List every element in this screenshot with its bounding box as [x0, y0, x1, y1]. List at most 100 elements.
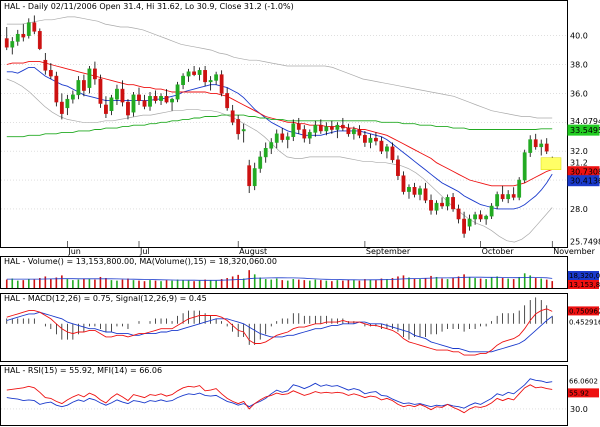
volume-bar — [545, 279, 548, 288]
candle — [126, 99, 130, 120]
rsi-plot: 30.0 — [1, 378, 588, 414]
candle — [456, 204, 461, 224]
volume-bar — [27, 279, 30, 288]
volume-bar — [331, 281, 333, 288]
candle-body — [351, 129, 356, 135]
volume-bar — [209, 280, 212, 288]
candle-body — [528, 139, 533, 153]
candle — [10, 37, 15, 55]
candle-body — [181, 75, 185, 85]
candle-body — [252, 168, 257, 187]
volume-bar — [132, 280, 135, 288]
candle — [115, 84, 119, 105]
candle — [307, 129, 312, 144]
volume-bar — [419, 279, 421, 288]
volume-bar — [479, 278, 482, 288]
candle — [434, 200, 439, 215]
date-axis: Jun Jul August September October November — [67, 241, 596, 256]
candle-body — [313, 124, 318, 133]
candle-body — [544, 143, 549, 152]
volume-bar — [33, 279, 36, 288]
candle — [208, 76, 213, 91]
candle — [93, 61, 97, 85]
candle-body — [109, 97, 114, 111]
volume-bar — [99, 276, 102, 288]
price-flag-label: 25.7498 — [570, 237, 600, 246]
volume-bar — [534, 278, 537, 288]
candle-body — [307, 132, 312, 139]
volume-bar — [110, 280, 113, 288]
price-panel — [0, 0, 568, 248]
volume-bar — [160, 281, 162, 288]
candle — [506, 190, 511, 204]
volume-bar — [452, 277, 454, 288]
volume-bar — [231, 276, 234, 288]
candle — [489, 203, 494, 220]
macd-line — [6, 308, 553, 356]
volume-bar — [391, 278, 394, 288]
candle — [263, 142, 268, 163]
candle-body — [98, 78, 103, 104]
candle-body — [318, 124, 323, 132]
price-header: HAL - Daily 02/11/2006 Open 31.4, Hi 31.… — [4, 2, 294, 11]
candle — [495, 191, 500, 209]
volume-bar — [171, 280, 173, 288]
candle — [544, 138, 549, 155]
candle — [517, 177, 522, 201]
volume-bar — [182, 280, 184, 288]
candle-body — [357, 129, 362, 136]
rsi-flag-label: 55.92 — [569, 389, 589, 397]
volume-bar — [501, 278, 504, 288]
volume-bar — [402, 275, 405, 288]
volume-bar — [297, 279, 300, 288]
volume-bar — [353, 280, 355, 288]
candle — [247, 159, 252, 194]
candle — [296, 117, 301, 134]
candle — [98, 74, 103, 108]
candle-body — [21, 33, 26, 38]
candle-body — [363, 135, 367, 143]
candle — [440, 197, 444, 209]
volume-bar — [237, 274, 239, 288]
candle — [351, 126, 356, 140]
candle — [230, 104, 235, 126]
volume-bar — [347, 279, 350, 288]
volume-bar — [281, 280, 284, 288]
candle-body — [489, 205, 494, 217]
candle-body — [258, 156, 263, 169]
volume-bar — [441, 278, 443, 288]
candle-body — [115, 88, 119, 100]
candle — [65, 94, 70, 116]
volume-bar — [16, 280, 19, 288]
volume-bar — [55, 277, 58, 288]
candle-body — [302, 129, 307, 139]
volume-bar — [446, 279, 449, 288]
volume-bar — [77, 279, 80, 288]
volume-bar — [264, 279, 267, 288]
volume-bar — [474, 278, 476, 288]
candle — [274, 129, 279, 149]
candle-body — [208, 80, 213, 83]
macd-panel — [0, 293, 568, 362]
candle-body — [104, 104, 108, 114]
rsi-flags: 66.0602 55.92 — [568, 376, 599, 398]
rsi-flag — [568, 388, 599, 398]
candle — [197, 67, 202, 81]
candle — [131, 91, 136, 117]
rsi-flag — [568, 376, 599, 386]
volume-bar — [253, 274, 256, 288]
volume-bar — [116, 280, 118, 288]
volume-header: HAL - Volume() = 13,153,800.00, MA(Volum… — [4, 257, 277, 266]
volume-bar — [39, 278, 41, 288]
candle-body — [170, 98, 174, 103]
candle — [241, 123, 246, 143]
volume-bar — [490, 277, 493, 288]
volume-bar — [11, 278, 14, 288]
candle-body — [76, 80, 81, 96]
candle — [302, 125, 307, 143]
macd-flag — [568, 317, 599, 327]
candle-body — [236, 119, 241, 135]
volume-bar — [138, 280, 140, 288]
volume-bar — [121, 279, 124, 288]
